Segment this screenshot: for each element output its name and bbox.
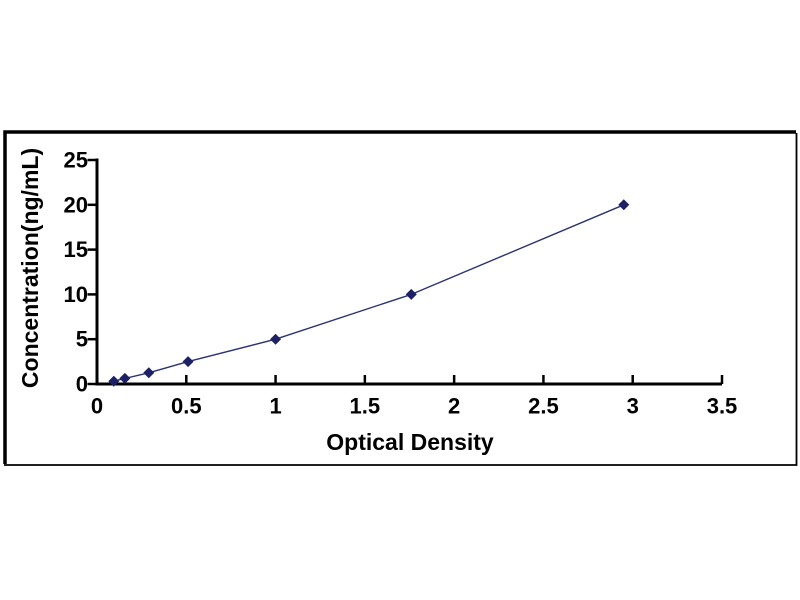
x-tick-label: 3.5 bbox=[707, 394, 738, 419]
x-tick-label: 0 bbox=[91, 394, 103, 419]
standard-curve-markers bbox=[108, 199, 630, 387]
y-tick-label: 10 bbox=[64, 282, 88, 307]
standard-curve-line bbox=[113, 204, 625, 382]
data-point-marker bbox=[143, 367, 155, 379]
y-tick-label: 0 bbox=[76, 372, 88, 397]
data-point-marker bbox=[270, 333, 282, 345]
x-tick-label: 1 bbox=[269, 394, 281, 419]
y-tick-label: 15 bbox=[64, 237, 88, 262]
data-point-marker bbox=[182, 356, 194, 368]
x-axis-tick-labels: 0 0.5 1 1.5 2 2.5 3 3.5 bbox=[91, 394, 737, 419]
y-axis-ticks bbox=[87, 158, 97, 386]
y-axis-title: Concentration(ng/mL) bbox=[17, 148, 43, 388]
data-point-marker bbox=[108, 375, 120, 387]
x-tick-label: 2.5 bbox=[528, 394, 559, 419]
x-tick-label: 3 bbox=[627, 394, 639, 419]
x-tick-label: 1.5 bbox=[350, 394, 381, 419]
data-point-marker bbox=[119, 372, 131, 384]
chart-frame-border bbox=[3, 130, 796, 464]
x-tick-label: 2 bbox=[448, 394, 460, 419]
x-axis-ticks bbox=[95, 375, 724, 384]
data-point-marker bbox=[405, 288, 417, 300]
chart-frame-border bbox=[4, 133, 798, 466]
y-tick-label: 25 bbox=[64, 148, 88, 173]
x-tick-label: 0.5 bbox=[171, 394, 202, 419]
data-point-marker bbox=[618, 199, 630, 211]
y-tick-label: 20 bbox=[64, 192, 88, 217]
y-axis-tick-labels: 0 5 10 15 20 25 bbox=[64, 148, 88, 397]
x-axis-title: Optical Density bbox=[326, 429, 494, 455]
y-tick-label: 5 bbox=[76, 327, 88, 352]
